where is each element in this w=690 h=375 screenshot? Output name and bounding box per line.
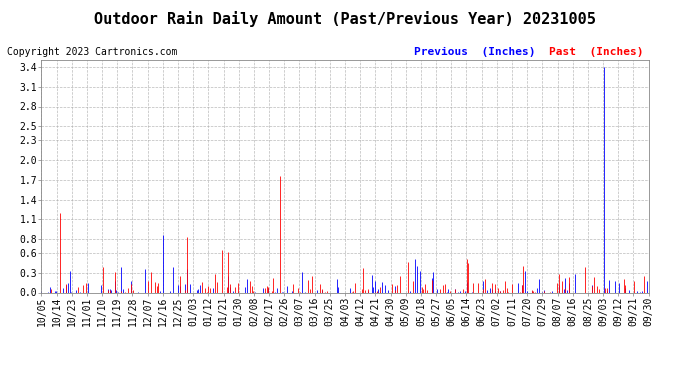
Text: Past  (Inches): Past (Inches) bbox=[549, 47, 643, 57]
Text: Previous  (Inches): Previous (Inches) bbox=[414, 47, 535, 57]
Text: Copyright 2023 Cartronics.com: Copyright 2023 Cartronics.com bbox=[7, 47, 177, 57]
Text: Outdoor Rain Daily Amount (Past/Previous Year) 20231005: Outdoor Rain Daily Amount (Past/Previous… bbox=[94, 11, 596, 27]
